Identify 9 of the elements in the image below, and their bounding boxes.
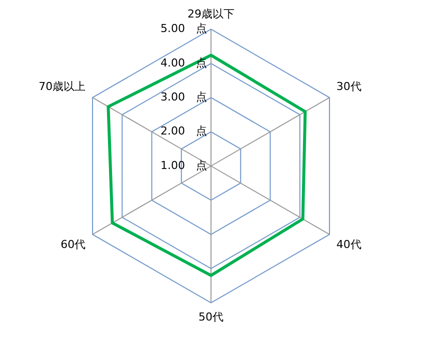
y-tick-label: 2.00 点 <box>160 124 207 138</box>
spoke-label: 40代 <box>336 238 362 251</box>
y-tick-label: 3.00 点 <box>160 90 207 104</box>
spoke-label: 50代 <box>198 310 224 324</box>
spoke-label: 70歳以上 <box>38 80 86 93</box>
spoke-label: 29歳以下 <box>188 7 234 20</box>
spoke-label: 60代 <box>60 238 86 251</box>
y-tick-label: 5.00 点 <box>160 22 207 36</box>
spoke-label: 30代 <box>336 80 362 93</box>
